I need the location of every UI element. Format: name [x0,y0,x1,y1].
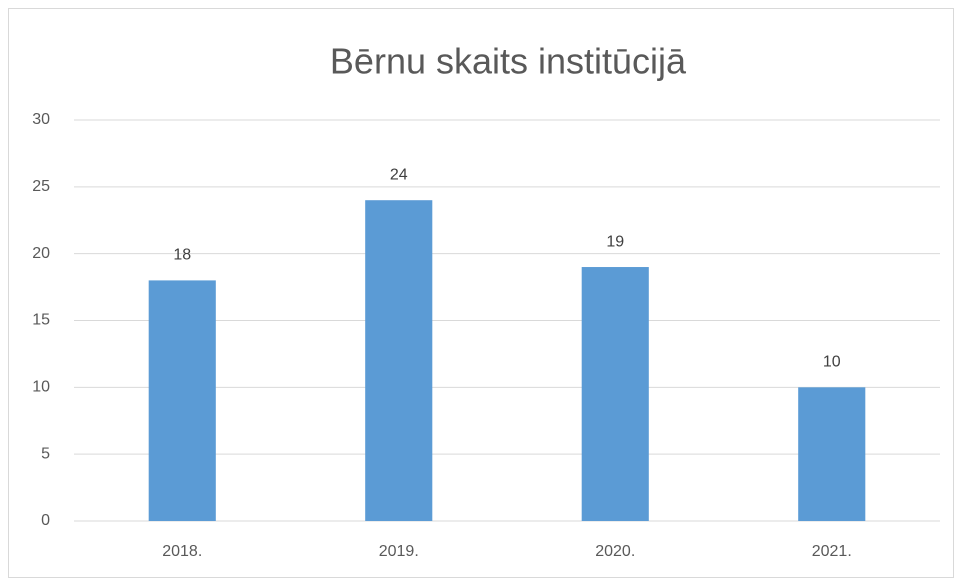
bar [148,280,216,521]
y-tick-label: 0 [41,512,50,529]
y-tick-label: 20 [32,245,50,262]
x-tick-label: 2020. [595,543,635,560]
data-label: 10 [823,354,841,371]
y-tick-label: 30 [32,111,50,128]
bar [581,267,649,521]
x-tick-label: 2018. [162,543,202,560]
data-label: 18 [173,247,191,264]
y-tick-label: 10 [32,379,50,396]
bar [798,387,866,521]
data-label: 19 [606,233,624,250]
bar [365,200,433,521]
y-tick-label: 5 [41,445,50,462]
y-tick-label: 15 [32,312,50,329]
chart-title: Bērnu skaits institūcijā [330,41,687,82]
x-tick-label: 2019. [379,543,419,560]
x-tick-label: 2021. [812,543,852,560]
y-tick-label: 25 [32,178,50,195]
data-label: 24 [390,166,408,183]
